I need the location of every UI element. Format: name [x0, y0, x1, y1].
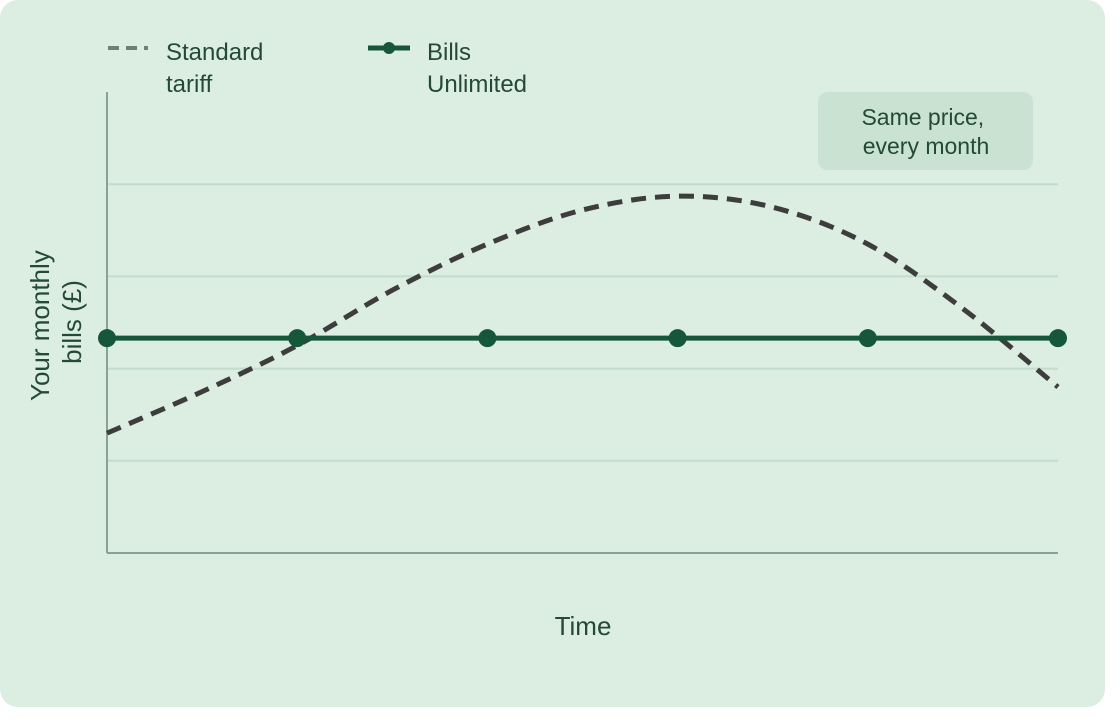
- annotation-box: [818, 92, 1033, 170]
- series-line-standard-tariff: [106, 193, 1060, 436]
- legend-label-standard-tariff: Standard tariff: [166, 39, 270, 98]
- annotation-text: Same price, every month: [861, 104, 990, 159]
- legend-marker-bills-unlimited: [383, 42, 395, 54]
- legend-label-bills-unlimited: Bills Unlimited: [427, 39, 527, 98]
- annotation-line-2: every month: [863, 133, 990, 159]
- x-axis-label: Time: [555, 611, 612, 641]
- series-layer: [98, 193, 1067, 436]
- legend-label-standard-tariff-line-2: tariff: [166, 71, 213, 98]
- y-axis-label-line-1: Your monthly: [25, 250, 55, 401]
- legend: Standard tariff Bills Unlimited: [108, 39, 527, 98]
- y-axis-label: Your monthly bills (£): [25, 243, 87, 401]
- annotation: Same price, every month: [818, 92, 1033, 170]
- gridlines: [107, 183, 1058, 462]
- point-bills-unlimited-2: [288, 329, 307, 348]
- legend-label-standard-tariff-line-1: Standard: [166, 39, 263, 66]
- line-chart: Standard tariff Bills Unlimited Same pri…: [25, 39, 1067, 641]
- legend-label-bills-unlimited-line-2: Unlimited: [427, 71, 527, 98]
- point-bills-unlimited-6: [1049, 329, 1067, 348]
- y-axis-label-line-2: bills (£): [57, 280, 87, 364]
- legend-label-bills-unlimited-line-1: Bills: [427, 39, 471, 66]
- point-bills-unlimited-3: [478, 329, 497, 348]
- point-bills-unlimited-5: [858, 329, 877, 348]
- chart-card: Standard tariff Bills Unlimited Same pri…: [0, 0, 1105, 707]
- point-bills-unlimited-1: [98, 329, 116, 348]
- point-bills-unlimited-4: [668, 329, 687, 348]
- annotation-line-1: Same price,: [861, 104, 984, 130]
